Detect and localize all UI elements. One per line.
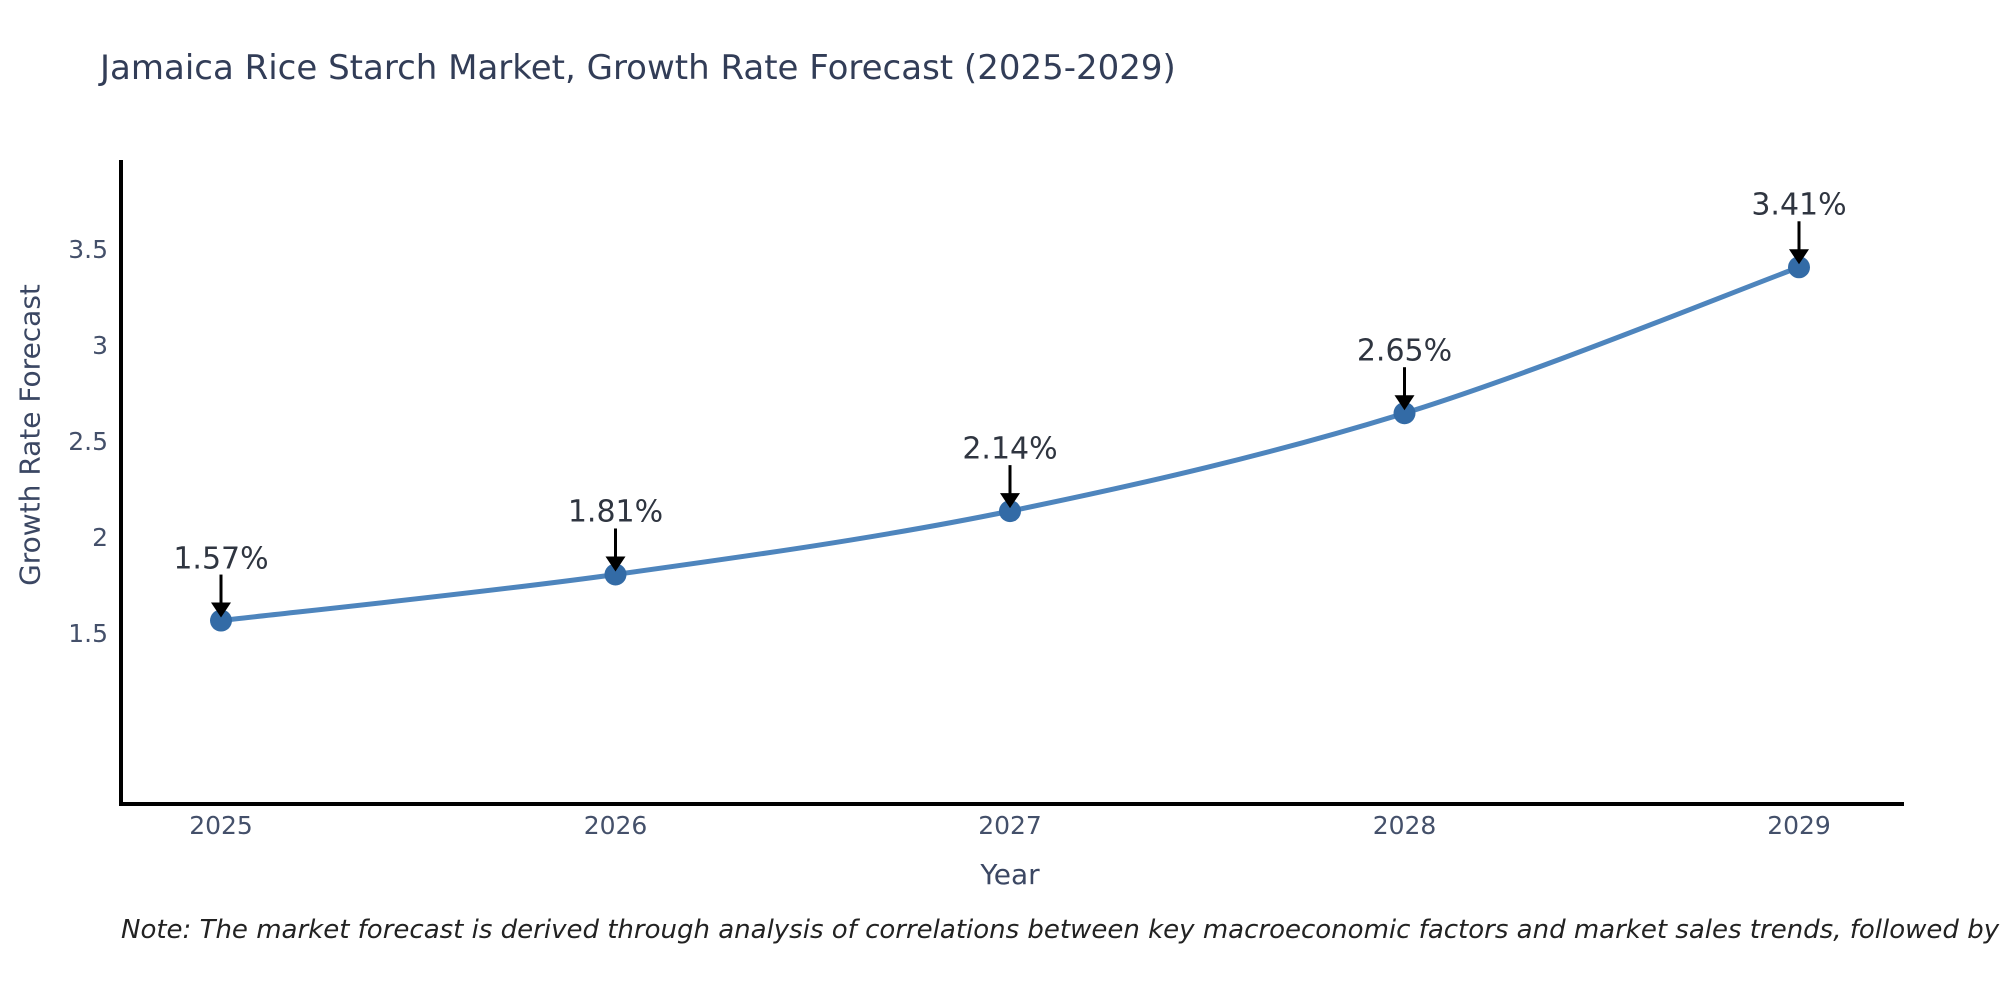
x-tick-label: 2029	[1767, 811, 1831, 840]
footnote: Note: The market forecast is derived thr…	[121, 915, 2000, 945]
chart-title: Jamaica Rice Starch Market, Growth Rate …	[100, 48, 1176, 88]
point-value-label: 2.65%	[1356, 333, 1453, 369]
y-tick-label: 3.5	[68, 235, 108, 264]
y-tick-label: 2.5	[68, 427, 108, 456]
x-axis-title: Year	[980, 858, 1040, 891]
y-tick-label: 3	[92, 331, 108, 360]
x-tick-label: 2028	[1372, 811, 1437, 840]
y-tick-label: 2	[92, 523, 108, 552]
x-tick-label: 2027	[978, 811, 1042, 840]
x-tick-label: 2026	[583, 811, 648, 840]
x-tick-label: 2025	[189, 811, 253, 840]
y-tick-label: 1.5	[68, 619, 108, 648]
point-value-label: 1.57%	[173, 541, 269, 577]
point-value-label: 2.14%	[962, 431, 1058, 467]
point-value-label: 1.81%	[567, 494, 664, 530]
point-value-label: 3.41%	[1751, 187, 1847, 223]
plot-area	[119, 160, 1904, 806]
